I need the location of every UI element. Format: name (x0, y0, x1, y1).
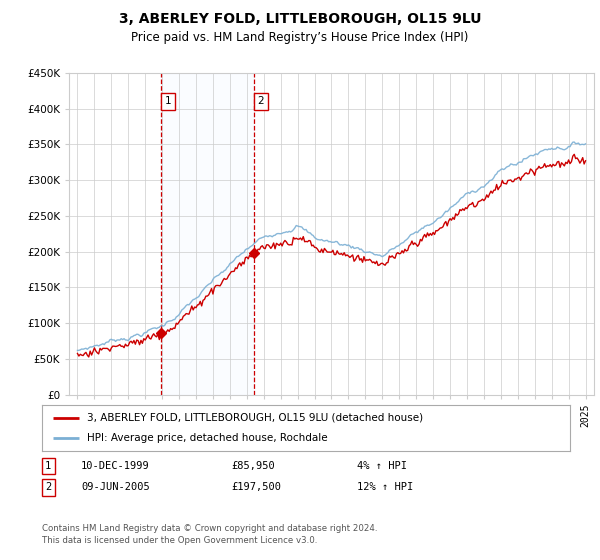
Text: 2: 2 (257, 96, 264, 106)
Text: 12% ↑ HPI: 12% ↑ HPI (357, 482, 413, 492)
Text: Contains HM Land Registry data © Crown copyright and database right 2024.
This d: Contains HM Land Registry data © Crown c… (42, 524, 377, 545)
Text: £85,950: £85,950 (231, 461, 275, 471)
Text: 1: 1 (164, 96, 171, 106)
Text: 4% ↑ HPI: 4% ↑ HPI (357, 461, 407, 471)
Text: 10-DEC-1999: 10-DEC-1999 (81, 461, 150, 471)
Text: £197,500: £197,500 (231, 482, 281, 492)
Text: 3, ABERLEY FOLD, LITTLEBOROUGH, OL15 9LU (detached house): 3, ABERLEY FOLD, LITTLEBOROUGH, OL15 9LU… (87, 413, 423, 423)
Text: HPI: Average price, detached house, Rochdale: HPI: Average price, detached house, Roch… (87, 433, 328, 443)
Text: 3, ABERLEY FOLD, LITTLEBOROUGH, OL15 9LU: 3, ABERLEY FOLD, LITTLEBOROUGH, OL15 9LU (119, 12, 481, 26)
Text: 09-JUN-2005: 09-JUN-2005 (81, 482, 150, 492)
Text: 2: 2 (45, 482, 51, 492)
Bar (161, 73, 254, 395)
Text: Price paid vs. HM Land Registry’s House Price Index (HPI): Price paid vs. HM Land Registry’s House … (131, 31, 469, 44)
Text: 1: 1 (45, 461, 51, 471)
